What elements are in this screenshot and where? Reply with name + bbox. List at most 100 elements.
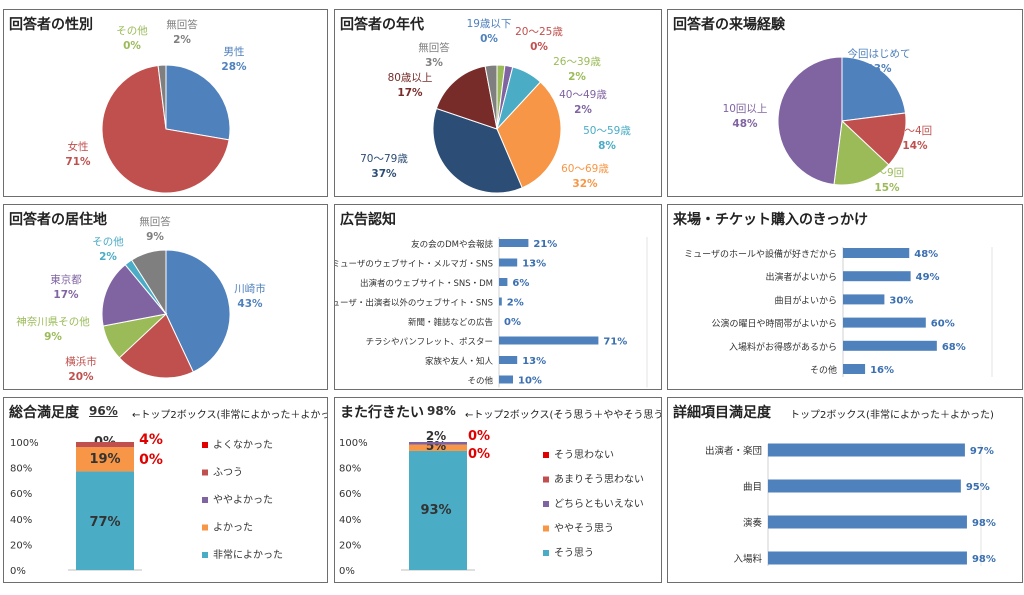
legend-label: そう思う [554,547,594,559]
pie-slice [840,112,907,166]
legend-swatch [202,442,208,448]
panel-title: 来場・チケット購入のきっかけ [673,212,869,228]
slice-value-label: 15% [874,182,900,194]
slice-value-label: 2% [568,71,586,83]
slice-name-label: 19歳以下 [467,18,512,30]
bar [843,340,937,351]
pie-slice [101,64,230,194]
y-tick-label: 20% [10,540,32,551]
panel-title: 広告認知 [340,212,396,228]
bar-value-label: 30% [889,295,913,306]
segment-value-label: 2% [426,429,446,443]
pie-slice [777,56,843,186]
bar [843,317,926,328]
panel-residence: 回答者の居住地 川崎市 43% 横浜市 20% 神奈川県その他 9% 東京都 17% その他 2%… [3,204,328,390]
panel-title: 回答者の居住地 [9,212,107,228]
bar-value-label: 98% [972,518,996,529]
slice-value-label: 14% [902,140,928,152]
slice-name-label: 26～39歳 [553,56,601,68]
slice-value-label: 71% [65,156,91,168]
legend-label: あまりそう思わない [554,474,644,486]
bar-value-label: 71% [603,337,627,348]
category-label: 出演者・楽団 [705,445,762,457]
bar-value-label: 0% [504,317,521,328]
stack-segment [76,471,134,570]
pie-slice [833,119,890,186]
slice-value-label: 32% [572,178,598,190]
y-tick-label: 60% [10,489,32,500]
panel-age: 回答者の年代 19歳以下 0% 20～25歳 0% 26～39歳 2% 40～49歳 2% 50… [334,9,662,197]
bar-value-label: 60% [931,319,955,330]
y-tick-label: 40% [339,515,361,526]
slice-value-label: 43% [237,298,263,310]
category-label: 曲目 [743,482,762,493]
legend-swatch [202,497,208,503]
panel-trigger: 来場・チケット購入のきっかけ ミューザのホールや設備が好きだから 48% 出演者がよ… [667,204,1023,390]
category-label: ミューザのホールや設備が好きだから [684,248,837,260]
gender-pie-chart: 男性 28% 女性 71% その他 0% 無回答 2% [65,18,247,194]
y-tick-label: 0% [339,566,355,577]
legend-label: ややそう思う [554,523,614,535]
bar-value-label: 98% [972,554,996,565]
panel-title: また行きたい [340,405,424,421]
bar [499,278,508,286]
segment-value-label: 77% [89,515,120,530]
category-label: ミューザのウェブサイト・メルマガ・SNS [334,259,493,270]
detail-bar-chart: 出演者・楽団 97% 曲目 95% 演奏 98% 入場料 98% [705,443,996,566]
slice-name-label: 男性 [224,45,245,58]
bar [768,443,965,457]
bar [843,294,885,305]
category-label: 家族や友人・知人 [425,356,494,367]
pie-slice [496,81,562,189]
slice-name-label: 20～25歳 [515,26,563,38]
panel-again: また行きたい 98% ←トップ2ボックス(そう思う＋ややそう思う) 0% 20% 4… [334,397,662,583]
ad-bar-chart: 友の会のDMや会報誌 21% ミューザのウェブサイト・メルマガ・SNS 13% 出演者の… [334,237,648,388]
slice-name-label: 今回はじめて [848,47,911,60]
slice-value-label: 8% [598,140,616,152]
pie-slice [484,64,498,130]
bar [768,551,967,565]
legend-swatch [543,550,549,556]
slice-value-label: 0% [480,33,498,45]
segment-value-label: 0% [468,429,490,444]
category-label: 公演の曜日や時間帯がよいから [711,318,837,330]
bar [499,297,502,306]
slice-name-label: 5～9回 [870,167,904,179]
overall-stacked-chart: 0%20%40%60%80%100%77%19%0%4%0%よくなかったふつうや… [10,432,283,577]
bar [843,364,866,374]
panel-overall: 総合満足度 96% ←トップ2ボックス(非常によかった＋よかった) 0% 20% 4… [3,397,328,583]
pie-slice [157,64,167,130]
segment-value-label: 93% [420,503,451,518]
top2-value: 98% [427,404,456,418]
legend-swatch [202,552,208,558]
bar-value-label: 49% [916,272,940,283]
bar-value-label: 10% [518,376,542,387]
bar [843,271,911,282]
legend-swatch [202,524,208,531]
bar [499,375,513,384]
slice-name-label: 女性 [68,140,89,153]
bar-value-label: 95% [966,482,990,493]
panel-title: 回答者の年代 [340,17,424,33]
legend-swatch [543,525,549,532]
residence-pie-chart: 川崎市 43% 横浜市 20% 神奈川県その他 9% 東京都 17% その他 2% 無回答 9% [16,215,266,383]
stack-segment [409,450,467,570]
bar [499,239,529,247]
slice-name-label: 40～49歳 [559,89,607,101]
pie-slice [118,313,194,379]
segment-value-label: 19% [89,452,120,467]
panel-title: 回答者の性別 [9,17,93,33]
panel-visit: 回答者の来場経験 今回はじめて 23% 2～4回 14% 5～9回 15% 10回以上 48% [667,9,1023,197]
category-label: 曲目がよいから [774,294,837,306]
category-label: 入場料 [733,553,762,565]
slice-name-label: その他 [92,235,124,248]
slice-value-label: 20% [68,371,94,383]
slice-name-label: 川崎市 [234,282,266,295]
slice-value-label: 2% [574,104,592,116]
top2-note: ←トップ2ボックス(非常によかった＋よかった) [132,410,328,421]
bar-value-label: 2% [507,298,524,309]
slice-name-label: 東京都 [50,273,82,286]
pie-slice [435,65,498,130]
bar [499,336,599,345]
slice-value-label: 37% [371,168,397,180]
